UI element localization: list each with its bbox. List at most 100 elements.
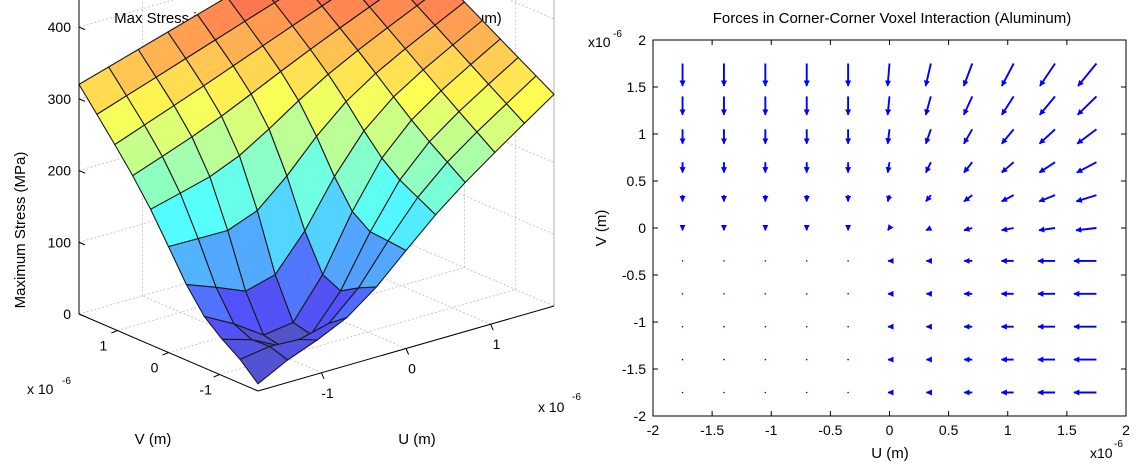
quiver-arrow (847, 260, 849, 262)
quiver-arrow (924, 96, 932, 116)
quiver-arrow (723, 391, 725, 394)
quiver-x-axis-label: U (m) (871, 445, 909, 462)
quiver-y-tick-label: -2 (634, 408, 647, 424)
quiver-arrow (885, 129, 892, 145)
quiver-arrow (1077, 62, 1098, 87)
quiver-x-tick-label: 0.5 (939, 422, 959, 438)
quiver-arrow (963, 128, 974, 145)
quiver-arrow (963, 161, 974, 174)
quiver-arrow (962, 63, 974, 87)
quiver-y-scale-label: x10 (588, 34, 611, 50)
quiver-arrow (805, 325, 808, 328)
quiver-arrow (1038, 161, 1056, 174)
quiver-arrow (885, 162, 892, 174)
quiver-x-tick-label: 1.5 (1057, 422, 1077, 438)
quiver-arrow (681, 293, 684, 295)
quiver-arrow (1001, 194, 1015, 203)
quiver-x-tick-label: -0.5 (818, 422, 842, 438)
quiver-arrow (681, 391, 684, 394)
surface-z-tick-label: 100 (48, 234, 72, 250)
quiver-x-tick-label: -1.5 (700, 422, 724, 438)
quiver-x-tick-label: 1 (1004, 422, 1012, 438)
quiver-arrow (847, 325, 849, 328)
quiver-arrow (847, 358, 849, 361)
surface-cell (316, 0, 332, 7)
surface-z-tick-labels: 0 100 200 300 400 (48, 19, 86, 322)
quiver-arrow (1001, 161, 1015, 174)
quiver-arrow (805, 293, 808, 295)
quiver-y-tick-label: 2 (638, 32, 646, 48)
surface-v-axis-label: V (m) (135, 431, 172, 448)
quiver-arrow (764, 358, 767, 361)
quiver-arrow (681, 358, 684, 361)
quiver-arrow (764, 325, 767, 328)
surface-z-tick-label: 0 (63, 306, 71, 322)
surface-u-tick-label: 0 (408, 361, 416, 377)
quiver-arrow (1039, 95, 1056, 116)
quiver-x-tick-label: -2 (647, 422, 660, 438)
quiver-y-tick-label: -1.5 (622, 361, 646, 377)
quiver-arrow (681, 325, 684, 328)
quiver-arrow (1001, 128, 1015, 145)
surface-z-tick-label: 200 (48, 163, 72, 179)
quiver-x-scale-exponent: -6 (1114, 439, 1123, 450)
quiver-arrow (1001, 63, 1015, 87)
quiver-y-tick-label: -1 (634, 314, 647, 330)
quiver-x-scale-label: x10 (1090, 445, 1113, 461)
quiver-x-tick-label: 0 (886, 422, 894, 438)
quiver-arrow (1076, 95, 1098, 116)
surface-u-tick-label: -1 (321, 385, 334, 401)
quiver-arrow (1038, 128, 1056, 145)
quiver-chart-title: Forces in Corner-Corner Voxel Interactio… (713, 10, 1071, 27)
quiver-y-tick-label: 1.5 (627, 79, 647, 95)
quiver-y-tick-label: 0.5 (627, 173, 647, 189)
quiver-chart: Forces in Corner-Corner Voxel Interactio… (588, 10, 1130, 462)
surface-z-axis-label: Maximum Stress (MPa) (12, 152, 29, 309)
quiver-arrow (764, 391, 767, 394)
quiver-arrow (1038, 226, 1056, 233)
quiver-y-tick-label: 0 (638, 220, 646, 236)
quiver-arrow (924, 128, 932, 145)
surface-v-tick-label: 0 (151, 360, 159, 376)
quiver-arrow (1038, 194, 1056, 203)
quiver-arrow (963, 194, 973, 203)
surface-v-tick-labels: -1 0 1 (99, 330, 220, 398)
surface-u-scale-exponent: -6 (572, 392, 581, 403)
quiver-arrow (886, 194, 893, 203)
surface-v-tick-label: -1 (199, 382, 212, 398)
quiver-arrow (1076, 161, 1097, 174)
quiver-arrow (805, 391, 808, 394)
quiver-arrow (1075, 194, 1097, 203)
quiver-arrow (1076, 128, 1098, 145)
quiver-arrow (963, 225, 973, 232)
quiver-arrow (885, 96, 892, 116)
quiver-arrows (679, 62, 1098, 396)
quiver-arrow (805, 260, 808, 262)
quiver-arrow (805, 358, 808, 361)
quiver-arrow (847, 293, 849, 295)
quiver-arrow (764, 260, 767, 262)
quiver-y-tick-label: 1 (638, 126, 646, 142)
quiver-arrow (723, 260, 725, 262)
surface-v-tick-label: 1 (99, 338, 107, 354)
quiver-arrow (1075, 226, 1097, 233)
quiver-arrow (925, 225, 933, 232)
surface-cell (362, 0, 381, 8)
surface-v-scale-exponent: -6 (62, 376, 71, 387)
quiver-arrow (885, 63, 892, 87)
quiver-arrow (925, 194, 932, 203)
surface-u-tick-label: 1 (493, 336, 501, 352)
surface-z-tick-label: 400 (48, 19, 72, 35)
surface-cell (239, 345, 289, 385)
quiver-x-tick-label: 2 (1122, 422, 1130, 438)
quiver-arrow (923, 63, 932, 87)
quiver-arrow (847, 391, 849, 394)
surface-cell (411, 0, 426, 7)
quiver-arrow (925, 161, 932, 174)
quiver-arrow (723, 293, 725, 295)
surface-z-tick-label: 300 (48, 91, 72, 107)
quiver-arrow (1001, 95, 1015, 116)
quiver-arrow (1039, 62, 1056, 87)
surface-v-scale-label: x 10 (27, 381, 54, 397)
